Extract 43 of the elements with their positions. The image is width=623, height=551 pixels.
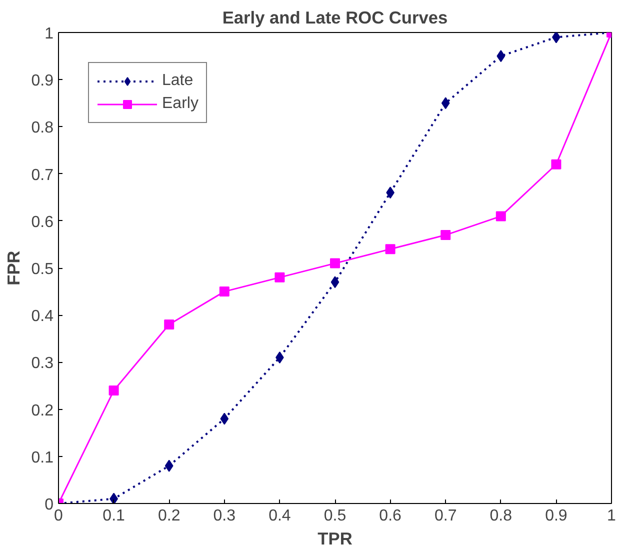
y-axis-title: FPR bbox=[3, 250, 24, 286]
point bbox=[164, 460, 174, 472]
y-tick-label: 0 bbox=[44, 496, 54, 514]
point bbox=[330, 276, 340, 288]
point bbox=[219, 286, 230, 297]
y-tick-label: 0.5 bbox=[31, 261, 54, 278]
x-tick-label: 0.4 bbox=[268, 508, 291, 524]
point bbox=[496, 211, 506, 222]
x-tick-label: 0.1 bbox=[102, 508, 126, 524]
y-tick-label: 0.1 bbox=[31, 449, 54, 466]
point bbox=[385, 244, 396, 254]
point bbox=[164, 320, 174, 330]
line-series bbox=[58, 32, 612, 504]
y-tick-label: 1 bbox=[44, 26, 54, 42]
y-tick-label: 0.7 bbox=[31, 166, 54, 184]
x-tick-label: 0.9 bbox=[545, 508, 568, 524]
point bbox=[220, 412, 229, 425]
legend-label: Early bbox=[162, 95, 198, 113]
point bbox=[441, 97, 450, 110]
y-tick-label: 0.9 bbox=[31, 72, 54, 90]
legend-label: Late bbox=[162, 72, 194, 90]
x-tick-label: 0.3 bbox=[213, 508, 236, 524]
point bbox=[440, 230, 451, 240]
y-tick-label: 0.6 bbox=[31, 214, 54, 231]
point bbox=[274, 272, 285, 282]
point bbox=[110, 492, 118, 504]
x-tick-label: 0.6 bbox=[379, 508, 402, 524]
x-tick-label: 0.7 bbox=[434, 508, 457, 524]
x-tick-label: 0.2 bbox=[158, 508, 180, 524]
chart-title: Early and Late ROC Curves bbox=[222, 8, 448, 28]
point bbox=[551, 159, 562, 170]
point bbox=[108, 385, 119, 396]
y-tick-label: 0.8 bbox=[31, 120, 54, 137]
x-tick-label: 0.8 bbox=[490, 508, 512, 524]
point bbox=[552, 32, 560, 44]
x-tick-label: 0.5 bbox=[324, 508, 346, 524]
x-tick-label: 1 bbox=[607, 508, 616, 524]
y-tick-label: 0.3 bbox=[31, 355, 54, 372]
y-tick-label: 0.2 bbox=[31, 402, 54, 420]
point bbox=[496, 50, 506, 62]
y-tick-label: 0.4 bbox=[31, 308, 54, 326]
x-axis-title: TPR bbox=[318, 528, 353, 548]
point bbox=[330, 258, 340, 268]
